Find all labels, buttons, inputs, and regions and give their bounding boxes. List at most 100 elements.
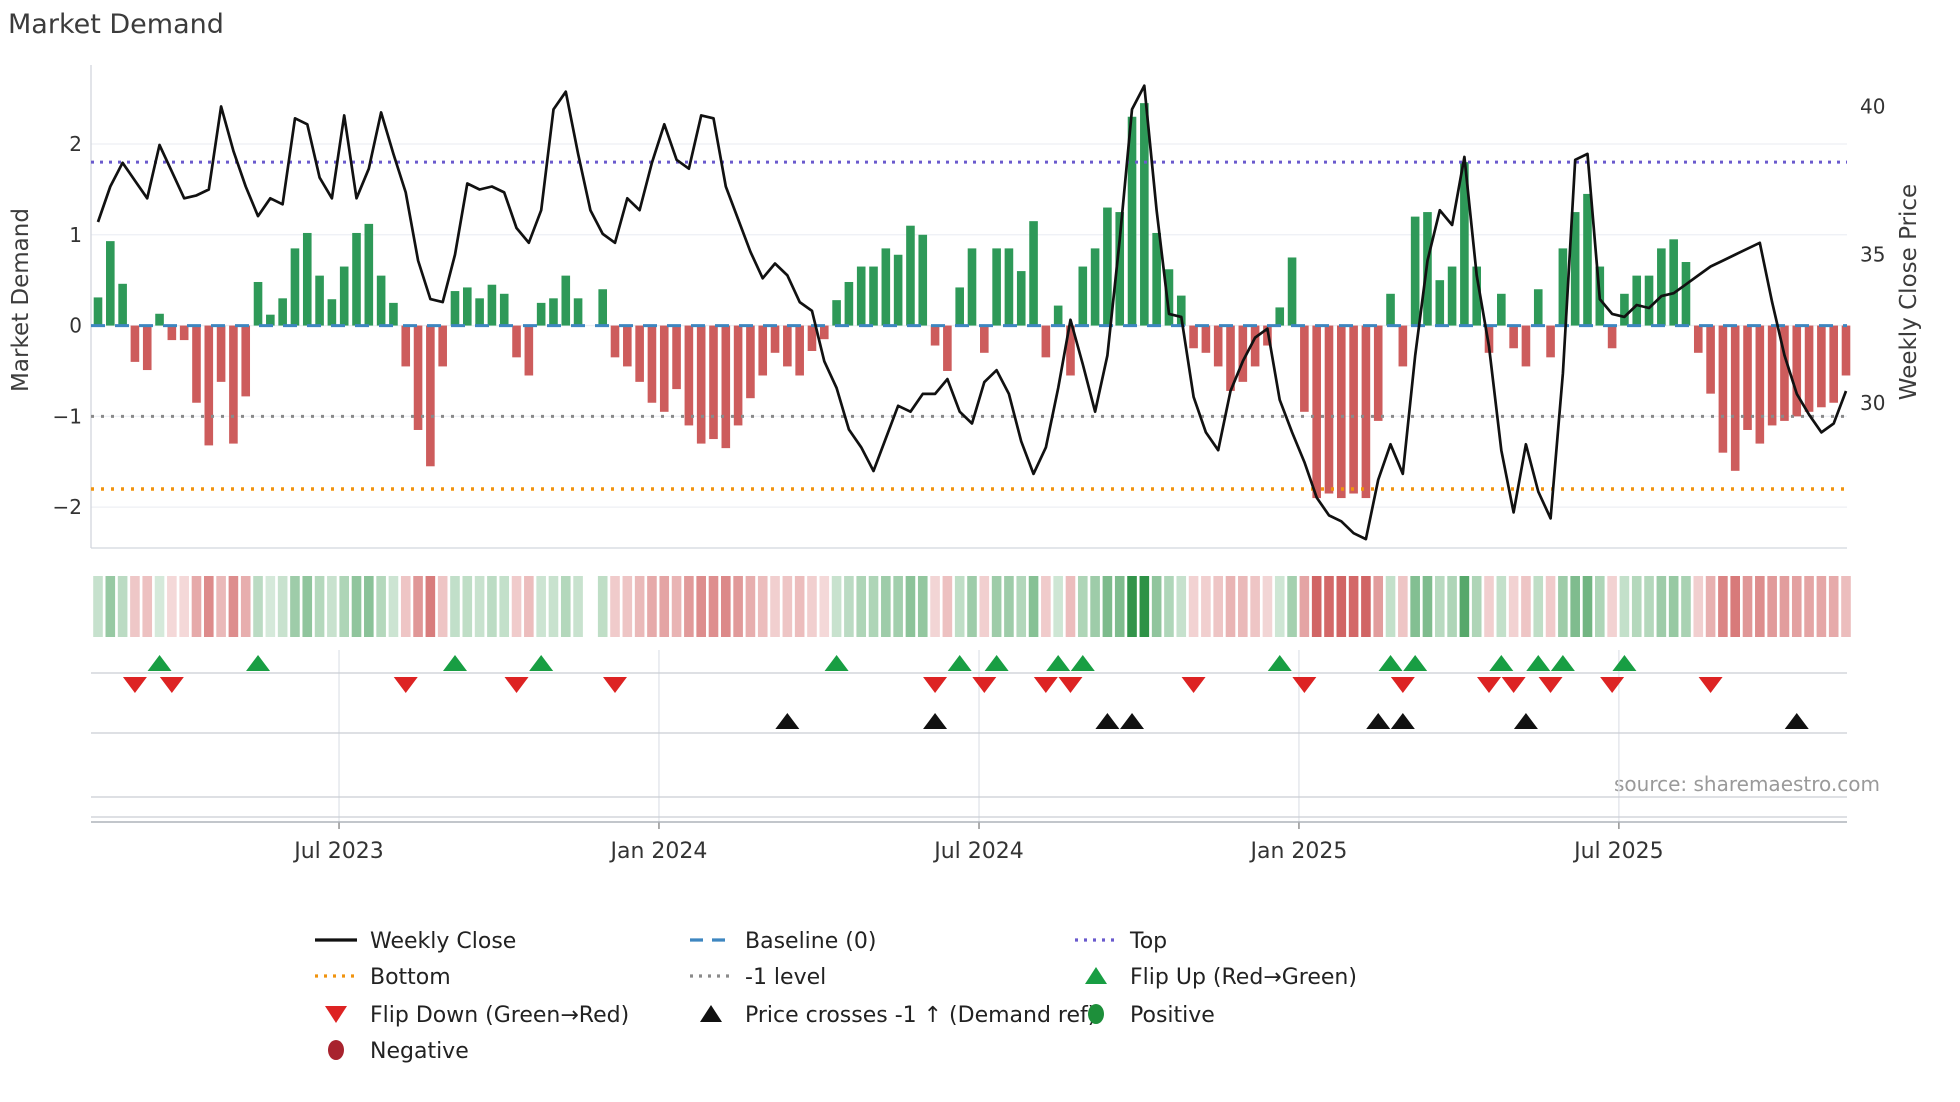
heatmap-cell [1004,576,1014,637]
flip-down-marker [603,677,628,693]
demand-bar [1226,325,1235,391]
y-tick-label: 0 [69,314,82,338]
heatmap-cell [991,576,1002,637]
heatmap-cell [253,576,263,637]
demand-bar [93,297,103,326]
flip-down-marker [1390,677,1415,693]
demand-bar [1829,325,1838,403]
heatmap-cell [1558,576,1568,637]
heatmap-cell [1804,576,1814,637]
chart-legend: Weekly Close Baseline (0) Top Bottom -1 leve… [315,929,1357,1064]
demand-bar [426,325,435,467]
heatmap-cell [474,576,485,637]
y-tick-label: −2 [53,495,82,519]
heatmap-cell [573,576,583,637]
demand-bar [1521,325,1531,367]
demand-bar [795,325,804,376]
demand-bar [733,325,743,426]
heatmap-cell [893,576,903,637]
x-tick-label: Jul 2024 [932,839,1024,864]
flip-down-marker [1501,677,1526,693]
demand-bar [1140,103,1149,326]
demand-bar [906,225,915,326]
demand-bar [462,287,472,326]
flip-down-marker [1181,677,1206,693]
heatmap-cell [905,576,916,637]
demand-bar [1287,257,1297,326]
demand-bar [1127,116,1137,326]
demand-bar [130,325,140,362]
heatmap-cell [930,576,940,637]
heatmap-cell [1447,576,1457,637]
heatmap-cell [1422,576,1433,637]
heatmap-cell [1521,576,1531,637]
demand-bar [229,325,238,444]
x-tick-label: Jan 2025 [1248,839,1347,864]
demand-bar [1693,325,1703,353]
demand-bar [709,325,718,440]
demand-bar [315,275,324,326]
flip-down-marker [1058,677,1083,693]
demand-heatmap-strip [93,576,1851,637]
heatmap-cell [647,576,657,637]
demand-bar [1029,221,1038,326]
demand-bar [401,325,411,367]
demand-bar [364,223,374,326]
demand-bar [167,325,177,341]
heatmap-cell [844,576,854,637]
flip-up-marker [1378,655,1403,671]
demand-bar [266,314,275,326]
flip-up-marker [1612,655,1637,671]
demand-bar [1004,248,1014,326]
legend-item: Flip Up (Red→Green) [1085,965,1357,990]
heatmap-cell [696,576,706,637]
demand-bar [672,325,681,390]
demand-bar [1755,325,1765,444]
demand-bar [1275,307,1285,326]
legend-circle-swatch [1088,1004,1104,1024]
demand-bar [1767,325,1777,426]
demand-bar [389,302,398,326]
heatmap-cell [1164,576,1174,637]
heatmap-cell [351,576,362,637]
demand-bar [770,325,780,353]
price-tick-label: 30 [1860,391,1885,415]
y-tick-label: 1 [69,223,82,247]
demand-bar [598,289,608,326]
demand-bar [721,325,731,449]
demand-bar [647,325,657,403]
price-cross-marker [1366,713,1391,729]
demand-bar [1361,325,1371,499]
heatmap-cell [1385,576,1396,637]
demand-bar [524,325,534,376]
legend-triangle-up-swatch [700,1005,722,1022]
heatmap-cell [1324,576,1334,637]
heatmap-cell [487,576,497,637]
heatmap-cell [1533,576,1544,637]
price-cross-marker [923,713,948,729]
price-cross-marker [1784,713,1809,729]
demand-bar [1657,248,1666,326]
demand-bar [1373,325,1383,421]
demand-bar [1016,271,1026,326]
heatmap-cell [536,576,546,637]
demand-bar [1841,325,1851,376]
price-cross-marker [1095,713,1120,729]
heatmap-cell [154,576,165,637]
demand-bar [1103,207,1112,326]
demand-bar [1078,266,1088,326]
demand-bar [179,325,189,341]
demand-bar [1435,280,1445,326]
demand-bar [278,298,287,326]
demand-bar [1730,325,1740,471]
demand-bar [1213,325,1223,367]
demand-bar [1447,266,1457,326]
demand-bar [819,325,829,340]
heatmap-cell [1693,576,1704,637]
heatmap-cell [240,576,251,637]
left-axis-title: Market Demand [8,208,34,392]
heatmap-cell [228,576,239,637]
heatmap-cell [1311,576,1322,637]
